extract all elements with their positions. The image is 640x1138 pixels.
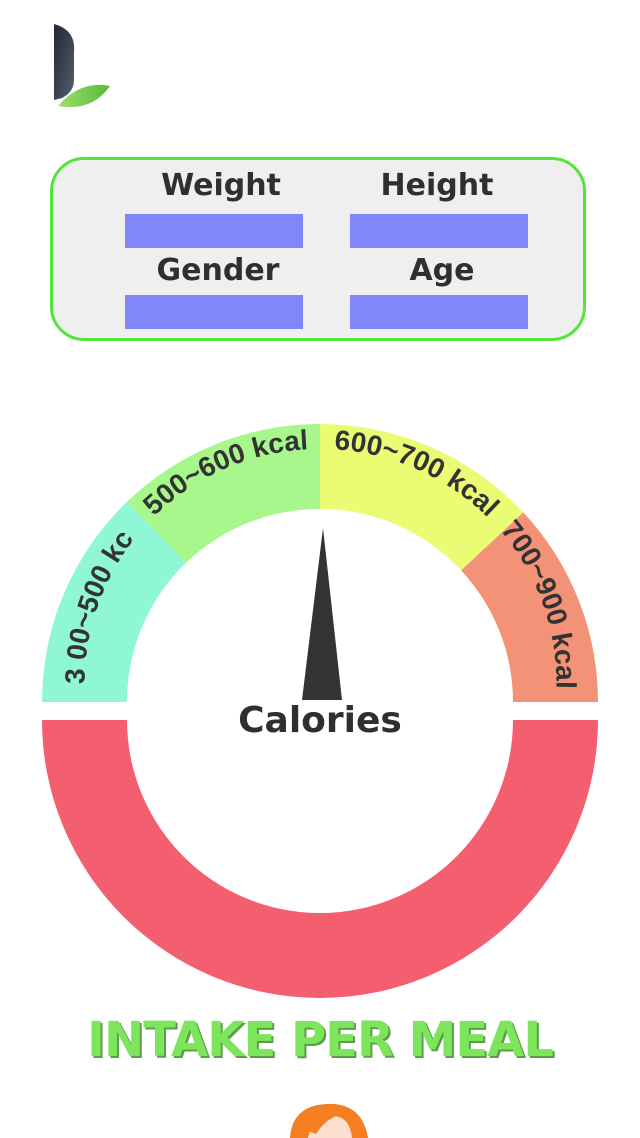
mascot-character-icon [290,1103,368,1138]
gender-label: Gender [156,253,280,288]
gauge-lower-ring [42,720,598,998]
height-label: Height [380,168,494,203]
gauge-segment-300-500 [41,501,187,702]
gauge-center-label: Calories [238,700,402,741]
gauge-segment-600-700 [320,424,524,571]
intake-per-meal-title: INTAKE PER MEAL [87,1012,554,1068]
height-input[interactable] [350,214,528,248]
weight-label: Weight [161,168,281,203]
weight-input[interactable] [125,214,303,248]
gauge-segment-700-900 [461,512,598,702]
gauge-needle [302,528,342,700]
app-logo [54,24,110,108]
age-label: Age [409,253,475,288]
gauge-segment-500-600 [127,424,320,563]
calorie-gauge: 3 00~500 kcal 500~600 kcal 600~700 kcal … [0,380,598,998]
age-input[interactable] [350,295,528,329]
gender-input[interactable] [125,295,303,329]
profile-form-card: Weight Height Gender Age [50,157,586,341]
